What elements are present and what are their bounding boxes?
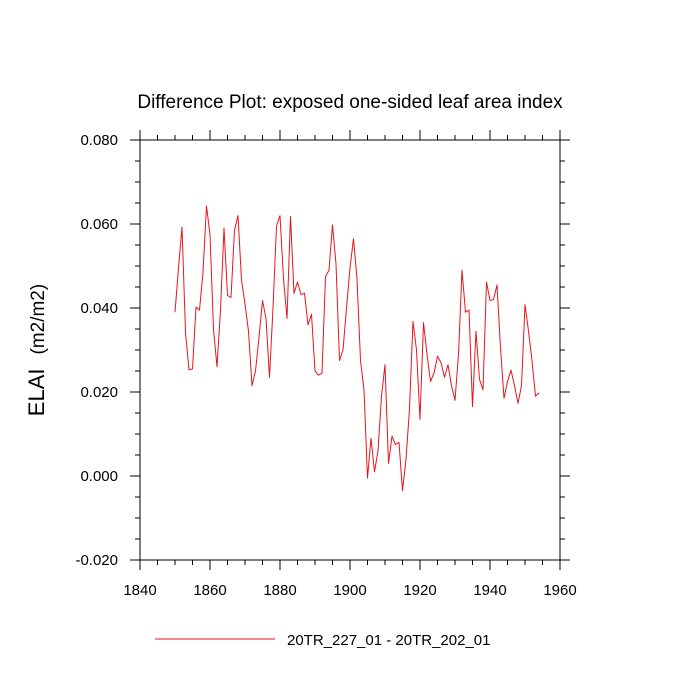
y-tick-label: 0.020 [80, 384, 118, 401]
y-axis-label: ELAI (m2/m2) [24, 284, 49, 416]
series-lines [174, 205, 540, 492]
x-tick-label: 1920 [403, 582, 436, 599]
x-tick-label: 1840 [123, 582, 156, 599]
x-tick-labels: 1840 1860 1880 1900 1920 1940 1960 [123, 582, 576, 599]
y-tick-label: 0.000 [80, 468, 118, 485]
y-tick-labels: -0.020 0.000 0.020 0.040 0.060 0.080 [75, 132, 118, 569]
legend-label: 20TR_227_01 - 20TR_202_01 [287, 632, 490, 649]
y-tick-label: -0.020 [75, 552, 118, 569]
chart-title: Difference Plot: exposed one-sided leaf … [137, 92, 563, 113]
legend: 20TR_227_01 - 20TR_202_01 [155, 632, 490, 649]
y-tick-label: 0.080 [80, 132, 118, 149]
y-tick-label: 0.040 [80, 300, 118, 317]
x-tick-label: 1960 [543, 582, 576, 599]
plot-frame [139, 139, 561, 561]
x-tick-label: 1860 [193, 582, 226, 599]
plot-border [139, 139, 561, 561]
x-tick-label: 1900 [333, 582, 366, 599]
y-tick-label: 0.060 [80, 216, 118, 233]
y-axis-label-name: ELAI [24, 369, 49, 417]
y-axis-label-units: (m2/m2) [28, 284, 49, 355]
x-tick-label: 1880 [263, 582, 296, 599]
axis-ticks [130, 130, 570, 570]
series-line-0 [174, 205, 540, 492]
x-tick-label: 1940 [473, 582, 506, 599]
